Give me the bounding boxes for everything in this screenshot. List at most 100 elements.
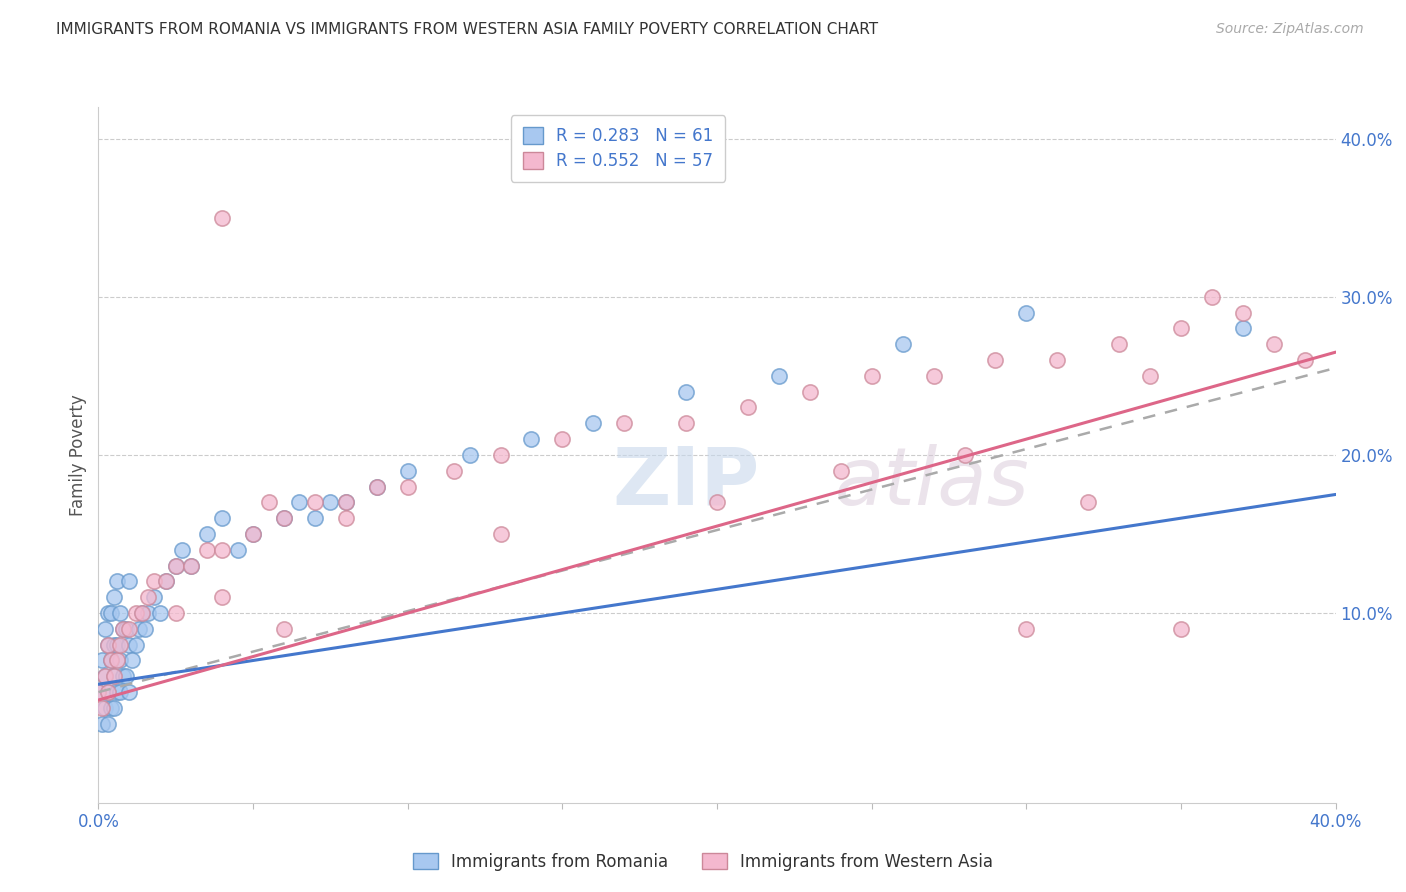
Text: Source: ZipAtlas.com: Source: ZipAtlas.com bbox=[1216, 22, 1364, 37]
Point bbox=[180, 558, 202, 573]
Point bbox=[1263, 337, 1285, 351]
Point bbox=[87, 685, 110, 699]
Point bbox=[1170, 622, 1192, 636]
Point bbox=[108, 606, 131, 620]
Point bbox=[97, 638, 120, 652]
Point bbox=[170, 542, 193, 557]
Point bbox=[860, 368, 883, 383]
Point bbox=[131, 606, 153, 620]
Point bbox=[155, 574, 177, 589]
Point bbox=[93, 701, 115, 715]
Point bbox=[1015, 622, 1038, 636]
Point bbox=[319, 495, 342, 509]
Point bbox=[165, 606, 187, 620]
Point bbox=[108, 685, 131, 699]
Point bbox=[103, 701, 125, 715]
Point bbox=[366, 479, 388, 493]
Y-axis label: Family Poverty: Family Poverty bbox=[69, 394, 87, 516]
Point bbox=[97, 685, 120, 699]
Point bbox=[118, 574, 141, 589]
Point bbox=[273, 622, 295, 636]
Point bbox=[953, 448, 976, 462]
Point bbox=[304, 495, 326, 509]
Point bbox=[1015, 305, 1038, 319]
Point bbox=[922, 368, 945, 383]
Point bbox=[118, 638, 141, 652]
Point bbox=[443, 464, 465, 478]
Point bbox=[195, 527, 218, 541]
Point bbox=[489, 448, 512, 462]
Point bbox=[100, 701, 122, 715]
Point bbox=[108, 653, 131, 667]
Point bbox=[396, 479, 419, 493]
Text: IMMIGRANTS FROM ROMANIA VS IMMIGRANTS FROM WESTERN ASIA FAMILY POVERTY CORRELATI: IMMIGRANTS FROM ROMANIA VS IMMIGRANTS FR… bbox=[56, 22, 879, 37]
Point bbox=[1232, 305, 1254, 319]
Point bbox=[984, 353, 1007, 368]
Point bbox=[134, 622, 156, 636]
Point bbox=[105, 638, 128, 652]
Point bbox=[242, 527, 264, 541]
Point bbox=[124, 606, 146, 620]
Point bbox=[100, 653, 122, 667]
Point bbox=[103, 638, 125, 652]
Point bbox=[582, 417, 605, 431]
Point bbox=[105, 574, 128, 589]
Point bbox=[103, 669, 125, 683]
Point bbox=[1108, 337, 1130, 351]
Legend: R = 0.283   N = 61, R = 0.552   N = 57: R = 0.283 N = 61, R = 0.552 N = 57 bbox=[512, 115, 725, 182]
Point bbox=[520, 432, 543, 446]
Text: atlas: atlas bbox=[835, 443, 1029, 522]
Point bbox=[105, 653, 128, 667]
Point bbox=[366, 479, 388, 493]
Point bbox=[242, 527, 264, 541]
Point bbox=[1139, 368, 1161, 383]
Point bbox=[97, 716, 120, 731]
Point bbox=[1077, 495, 1099, 509]
Point bbox=[304, 511, 326, 525]
Point bbox=[108, 638, 131, 652]
Point bbox=[121, 653, 143, 667]
Point bbox=[118, 622, 141, 636]
Point bbox=[90, 653, 112, 667]
Point bbox=[112, 622, 135, 636]
Point bbox=[288, 495, 311, 509]
Point bbox=[103, 591, 125, 605]
Point bbox=[551, 432, 574, 446]
Point bbox=[1170, 321, 1192, 335]
Point bbox=[136, 591, 159, 605]
Point bbox=[155, 574, 177, 589]
Point bbox=[273, 511, 295, 525]
Text: ZIP: ZIP bbox=[612, 443, 759, 522]
Point bbox=[737, 401, 759, 415]
Point bbox=[128, 622, 150, 636]
Point bbox=[115, 622, 138, 636]
Point bbox=[149, 606, 172, 620]
Point bbox=[97, 685, 120, 699]
Point bbox=[226, 542, 249, 557]
Point bbox=[93, 669, 115, 683]
Point bbox=[211, 211, 233, 225]
Point bbox=[335, 495, 357, 509]
Point bbox=[93, 622, 115, 636]
Point bbox=[799, 384, 821, 399]
Point bbox=[1201, 290, 1223, 304]
Point bbox=[211, 542, 233, 557]
Legend: Immigrants from Romania, Immigrants from Western Asia: Immigrants from Romania, Immigrants from… bbox=[405, 845, 1001, 880]
Point bbox=[768, 368, 790, 383]
Point bbox=[131, 606, 153, 620]
Point bbox=[830, 464, 852, 478]
Point bbox=[90, 716, 112, 731]
Point bbox=[165, 558, 187, 573]
Point bbox=[118, 685, 141, 699]
Point bbox=[458, 448, 481, 462]
Point bbox=[891, 337, 914, 351]
Point bbox=[180, 558, 202, 573]
Point bbox=[489, 527, 512, 541]
Point bbox=[115, 669, 138, 683]
Point bbox=[335, 511, 357, 525]
Point bbox=[97, 638, 120, 652]
Point bbox=[165, 558, 187, 573]
Point bbox=[1232, 321, 1254, 335]
Point bbox=[143, 574, 166, 589]
Point bbox=[100, 606, 122, 620]
